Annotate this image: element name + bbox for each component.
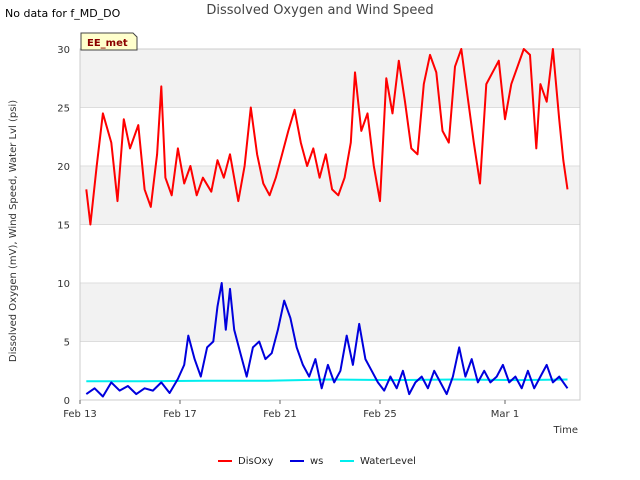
- y-tick-label: 20: [57, 162, 70, 173]
- plot-border: [79, 48, 581, 401]
- y-axis-label: Dissolved Oxygen (mV), Wind Speed, Water…: [8, 100, 19, 362]
- no-data-message: No data for f_MD_DO: [5, 7, 121, 20]
- y-tick-label: 15: [57, 221, 70, 232]
- x-axis-ticks: Feb 13 Feb 17 Feb 21 Feb 25 Mar 1: [63, 400, 519, 420]
- y-tick-label: 10: [57, 279, 70, 290]
- series-line-ws: [85, 282, 569, 398]
- y-tick-label: 25: [57, 104, 70, 115]
- x-tick-label: Feb 17: [163, 409, 197, 420]
- y-tick-label: 5: [64, 338, 70, 349]
- series-line-waterlevel: [86, 378, 568, 383]
- series-lines: [85, 48, 569, 398]
- legend-label-ws: ws: [310, 456, 323, 467]
- y-tick-label: 0: [64, 396, 70, 407]
- series-line-disoxy: [85, 48, 569, 226]
- legend: DisOxy ws WaterLevel: [218, 456, 416, 467]
- badge-label: EE_met: [87, 38, 128, 49]
- badge-shape: [80, 32, 138, 51]
- site-badge: EE_met: [80, 32, 138, 51]
- chart-title: Dissolved Oxygen and Wind Speed: [206, 3, 434, 18]
- y-tick-label: 30: [57, 45, 70, 56]
- legend-label-waterlevel: WaterLevel: [360, 456, 416, 467]
- y-axis-ticks: 0 5 10 15 20 25 30: [57, 45, 70, 407]
- x-tick-label: Feb 25: [363, 409, 397, 420]
- x-tick-label: Mar 1: [491, 409, 519, 420]
- band-2: [80, 49, 580, 108]
- background-bands: [80, 49, 580, 342]
- band-0: [80, 283, 580, 342]
- legend-label-disoxy: DisOxy: [238, 456, 273, 467]
- x-tick-label: Feb 21: [263, 409, 297, 420]
- x-axis-label: Time: [553, 425, 578, 436]
- x-tick-label: Feb 13: [63, 409, 97, 420]
